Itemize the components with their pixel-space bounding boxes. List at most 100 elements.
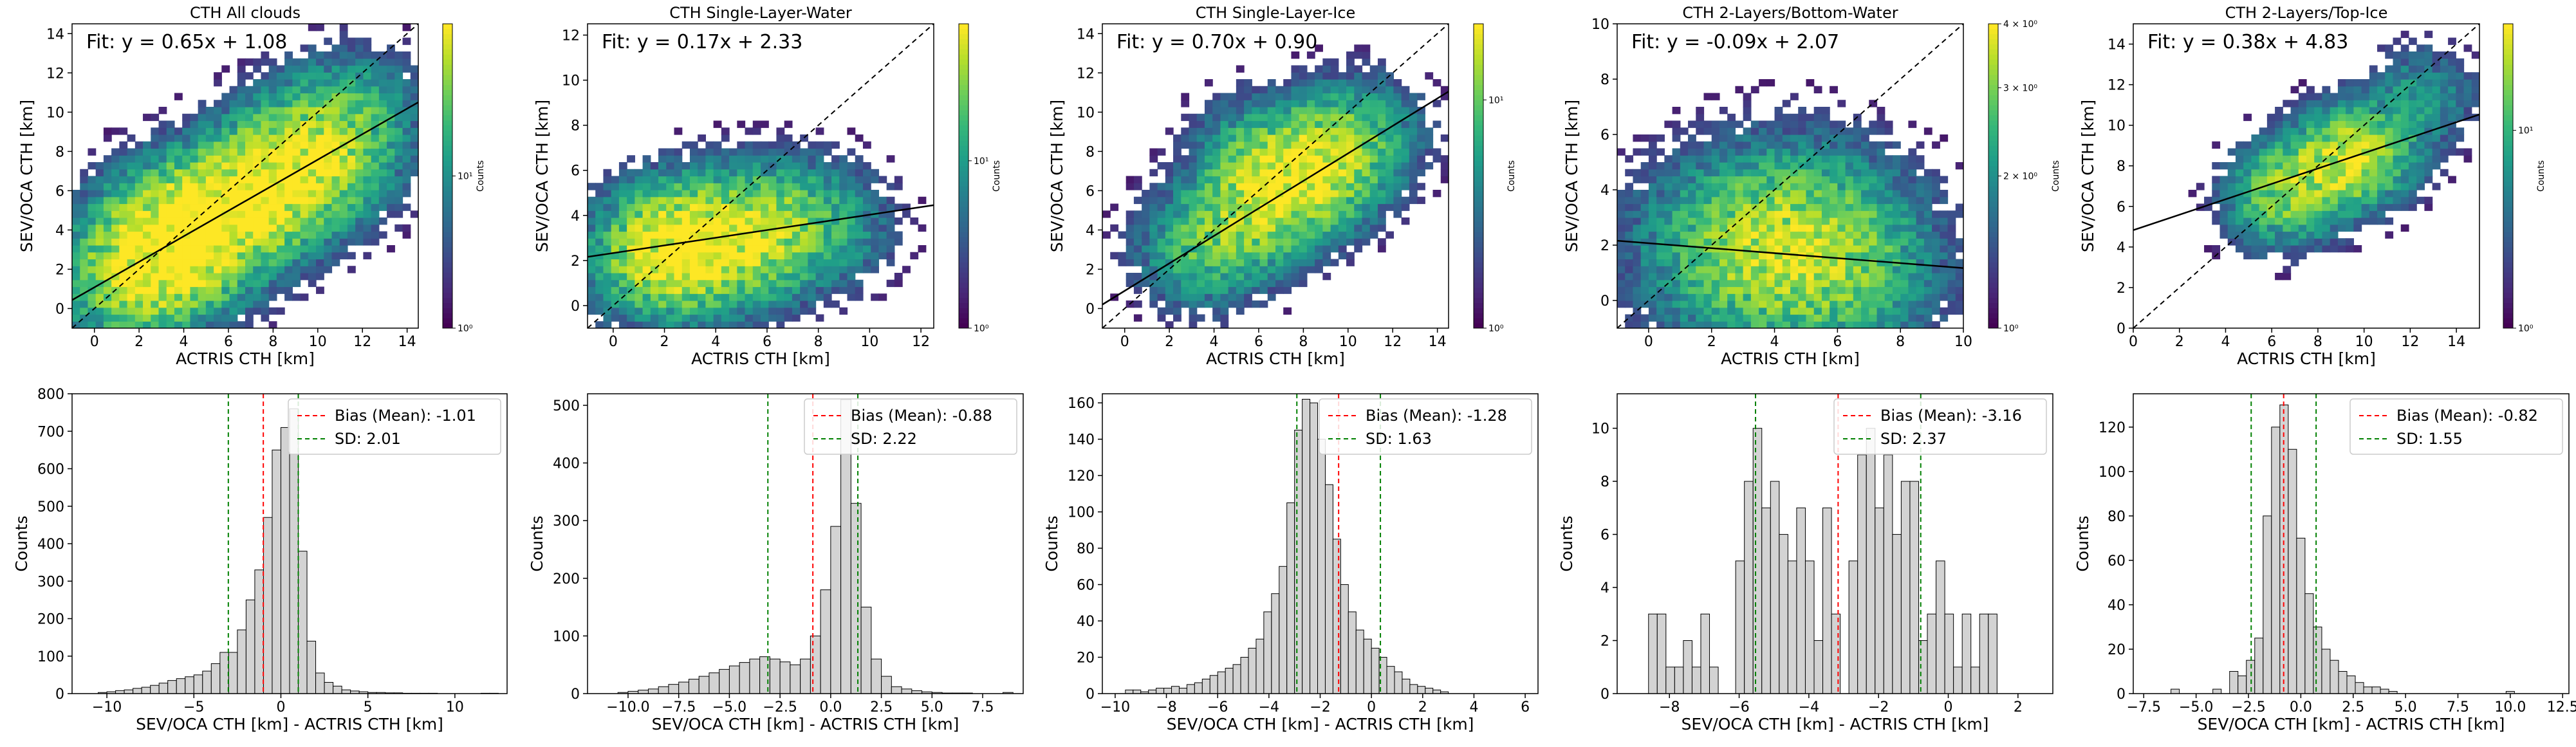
heatmap-cell xyxy=(1846,280,1854,287)
heatmap-cell xyxy=(1735,204,1743,211)
heatmap-cell xyxy=(1727,176,1736,183)
heatmap-cell xyxy=(1916,162,1925,169)
heatmap-cell xyxy=(1220,155,1228,162)
heatmap-cell xyxy=(1704,225,1712,232)
colorbar-step xyxy=(1988,237,1998,242)
heatmap-cell xyxy=(182,204,190,211)
heatmap-cell xyxy=(214,259,222,266)
heatmap-cell xyxy=(1212,204,1221,211)
heatmap-cell xyxy=(1228,155,1237,162)
heatmap-cell xyxy=(127,315,136,322)
heatmap-cell xyxy=(1877,238,1886,245)
heatmap-cell xyxy=(1837,162,1846,169)
heatmap-cell xyxy=(1322,176,1331,183)
heatmap-cell xyxy=(1924,252,1932,259)
heatmap-cell xyxy=(230,308,238,315)
heatmap-cell xyxy=(332,51,340,59)
heatmap-cell xyxy=(1331,183,1339,190)
heatmap-cell xyxy=(1908,197,1916,204)
heatmap-cell xyxy=(1252,280,1260,287)
heatmap-cell xyxy=(1861,232,1869,239)
heatmap-cell xyxy=(1362,100,1371,107)
heatmap-cell xyxy=(308,266,317,273)
heatmap-cell xyxy=(387,183,395,190)
heatmap-cell xyxy=(1908,300,1916,308)
heatmap-cell xyxy=(355,232,364,239)
heatmap-cell xyxy=(1861,252,1869,259)
heatmap-cell xyxy=(705,190,714,197)
heatmap-cell xyxy=(1775,259,1783,266)
heatmap-cell xyxy=(690,259,698,266)
heatmap-cell xyxy=(182,293,190,300)
heatmap-cell xyxy=(371,72,380,79)
heatmap-cell xyxy=(1861,183,1869,190)
heatmap-cell xyxy=(143,142,151,149)
heatmap-cell xyxy=(182,300,190,308)
heatmap-cell xyxy=(1362,51,1371,59)
heatmap-cell xyxy=(831,245,840,252)
heatmap-cell xyxy=(387,93,395,100)
heatmap-cell xyxy=(690,245,698,252)
heatmap-cell xyxy=(1275,259,1284,266)
heatmap-cell xyxy=(230,100,238,107)
heatmap-cell xyxy=(1846,204,1854,211)
heatmap-cell xyxy=(1299,100,1308,107)
heatmap-cell xyxy=(714,217,722,225)
heatmap-cell xyxy=(1228,169,1237,176)
heatmap-cell xyxy=(1885,266,1893,273)
heatmap-cell xyxy=(1680,142,1689,149)
heatmap-cell xyxy=(1783,293,1791,300)
colorbar-step xyxy=(1474,85,1483,90)
heatmap-cell xyxy=(848,238,856,245)
colorbar-step xyxy=(959,263,968,268)
heatmap-cell xyxy=(1798,321,1806,328)
heatmap-cell xyxy=(776,197,784,204)
heatmap-cell xyxy=(792,238,801,245)
heatmap-cell xyxy=(1806,308,1814,315)
heatmap-cell xyxy=(1268,86,1276,93)
colorbar-step xyxy=(1988,263,1998,268)
heatmap-cell xyxy=(1370,190,1378,197)
heatmap-cell xyxy=(1759,232,1767,239)
heatmap-cell xyxy=(363,86,371,93)
colorbar-step xyxy=(1474,34,1483,39)
heatmap-cell xyxy=(729,225,737,232)
heatmap-cell xyxy=(1378,59,1386,66)
heatmap-cell xyxy=(705,183,714,190)
heatmap-cell xyxy=(1252,86,1260,93)
heatmap-cell xyxy=(277,225,285,232)
colorbar-step xyxy=(1474,226,1483,232)
heatmap-cell xyxy=(1766,300,1775,308)
colorbar-step xyxy=(959,252,968,257)
heatmap-cell xyxy=(1837,134,1846,142)
heatmap-cell xyxy=(324,238,332,245)
heatmap-cell xyxy=(1362,59,1371,66)
heatmap-cell xyxy=(253,114,261,121)
scatter-ytick-label: 2 xyxy=(1600,238,1609,254)
heatmap-cell xyxy=(784,204,793,211)
heatmap-cell xyxy=(1275,93,1284,100)
heatmap-cell xyxy=(284,155,293,162)
heatmap-cell xyxy=(237,210,246,217)
heatmap-cell xyxy=(705,204,714,211)
heatmap-cell xyxy=(1346,66,1355,73)
heatmap-cell xyxy=(245,100,254,107)
heatmap-cell xyxy=(1220,238,1228,245)
heatmap-cell xyxy=(96,252,104,259)
heatmap-cell xyxy=(237,169,246,176)
heatmap-cell xyxy=(284,149,293,156)
heatmap-cell xyxy=(1735,252,1743,259)
heatmap-cell xyxy=(292,66,301,73)
heatmap-cell xyxy=(1916,155,1925,162)
heatmap-cell xyxy=(666,149,674,156)
heatmap-cell xyxy=(206,259,214,266)
heatmap-cell xyxy=(230,321,238,328)
heatmap-cell xyxy=(1751,217,1759,225)
heatmap-cell xyxy=(1877,315,1886,322)
heatmap-cell xyxy=(745,197,754,204)
heatmap-cell xyxy=(1402,176,1410,183)
heatmap-cell xyxy=(595,287,604,294)
heatmap-cell xyxy=(2212,183,2220,190)
heatmap-cell xyxy=(1814,142,1822,149)
colorbar-step xyxy=(959,303,968,308)
